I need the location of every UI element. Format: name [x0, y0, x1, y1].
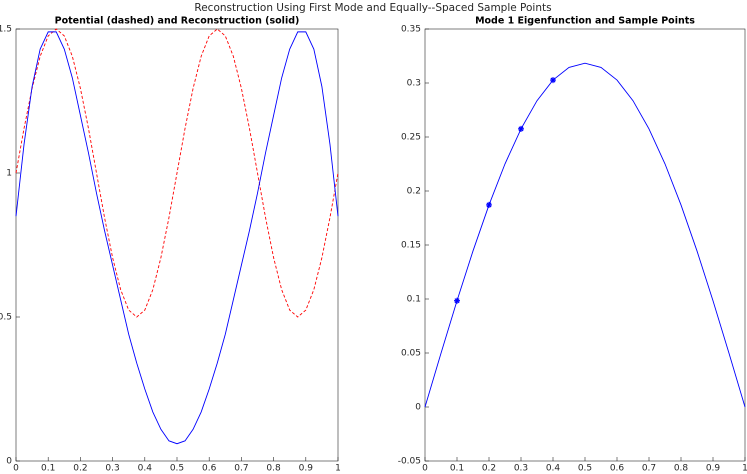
axes-box	[424, 28, 746, 462]
x-tick-label: 0.3	[105, 464, 119, 474]
figure-title: Reconstruction Using First Mode and Equa…	[194, 2, 551, 14]
x-tick-label: 0.5	[170, 464, 184, 474]
sample-point	[486, 201, 492, 208]
x-tick-label: 0.8	[674, 464, 689, 474]
series-line	[15, 31, 339, 445]
y-tick-label: 0.5	[0, 313, 12, 323]
y-tick-label: 0.35	[401, 25, 421, 35]
sample-point	[518, 125, 524, 132]
x-tick-label: 0.9	[299, 464, 314, 474]
y-tick-label: 0.15	[401, 241, 421, 251]
series-line	[424, 62, 746, 408]
axes-title: Mode 1 Eigenfunction and Sample Points	[475, 16, 695, 27]
x-tick-label: 0.6	[610, 464, 625, 474]
x-tick-label: 0.1	[41, 464, 55, 474]
x-tick-label: 0.4	[138, 464, 153, 474]
y-tick-label: -0.05	[398, 457, 421, 467]
x-tick-label: 0.1	[450, 464, 464, 474]
x-tick-label: 0.6	[202, 464, 217, 474]
y-tick-label: 1.5	[0, 25, 12, 35]
y-tick-label: 0.05	[401, 349, 421, 359]
y-tick-label: 0.25	[401, 133, 421, 143]
x-tick-label: 0.2	[482, 464, 496, 474]
x-tick-label: 0.4	[546, 464, 561, 474]
y-tick-label: 0	[6, 457, 12, 467]
x-tick-label: 0.8	[266, 464, 281, 474]
y-tick-label: 0.1	[407, 295, 421, 305]
y-tick-label: 0	[415, 403, 421, 413]
x-tick-label: 0.7	[642, 464, 656, 474]
series-line	[15, 28, 339, 318]
x-tick-label: 0.5	[578, 464, 592, 474]
x-tick-label: 0.7	[234, 464, 248, 474]
x-tick-label: 0.9	[706, 464, 721, 474]
y-tick-label: 0.2	[407, 187, 421, 197]
x-tick-label: 0	[13, 464, 19, 474]
x-tick-label: 1	[742, 464, 747, 474]
axes-title: Potential (dashed) and Reconstruction (s…	[55, 16, 300, 27]
x-tick-label: 1	[335, 464, 341, 474]
y-tick-label: 1	[6, 169, 12, 179]
y-tick-label: 0.3	[407, 79, 421, 89]
x-tick-label: 0	[422, 464, 428, 474]
axes-box	[15, 28, 339, 462]
x-tick-label: 0.2	[73, 464, 87, 474]
sample-point	[550, 77, 556, 84]
sample-point	[454, 297, 460, 304]
x-tick-label: 0.3	[514, 464, 528, 474]
